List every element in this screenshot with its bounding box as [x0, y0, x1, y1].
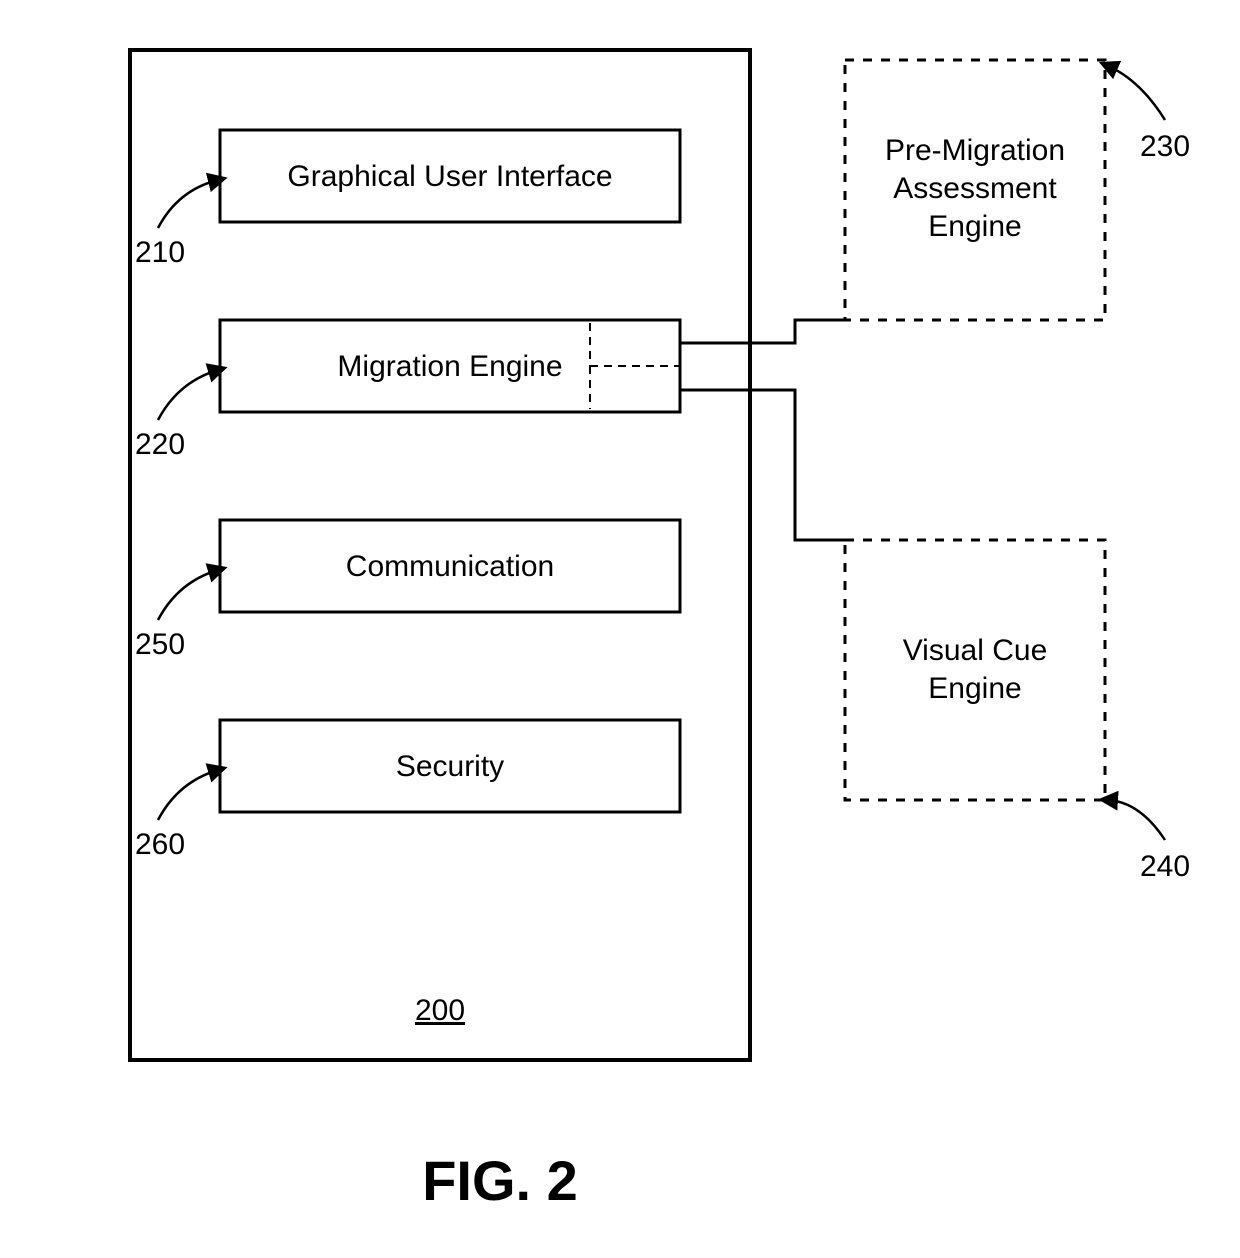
- security-label: Security: [396, 750, 504, 783]
- leader-260: [158, 770, 218, 820]
- visualcue-label-1: Visual Cue: [903, 634, 1048, 667]
- figure-caption: FIG. 2: [422, 1149, 578, 1212]
- leader-230: [1108, 66, 1165, 120]
- ref-230: 230: [1140, 130, 1190, 163]
- leader-240: [1108, 800, 1165, 840]
- ref-220: 220: [135, 428, 185, 461]
- leader-250: [158, 570, 218, 620]
- visualcue-label-2: Engine: [928, 672, 1021, 705]
- leader-210: [158, 180, 218, 228]
- leader-220: [158, 370, 218, 420]
- ref-260: 260: [135, 828, 185, 861]
- container-ref: 200: [415, 994, 465, 1027]
- migration-label: Migration Engine: [337, 350, 562, 383]
- connector-visualcue: [680, 390, 845, 540]
- ref-250: 250: [135, 628, 185, 661]
- figure-canvas: 200 Graphical User Interface Migration E…: [0, 0, 1240, 1258]
- premig-label-1: Pre-Migration: [885, 134, 1065, 167]
- premig-label-3: Engine: [928, 210, 1021, 243]
- visualcue-box: [845, 540, 1105, 800]
- ref-240: 240: [1140, 850, 1190, 883]
- comm-label: Communication: [346, 550, 554, 583]
- gui-label: Graphical User Interface: [287, 160, 612, 193]
- ref-210: 210: [135, 236, 185, 269]
- premig-label-2: Assessment: [893, 172, 1057, 205]
- connector-premig: [680, 320, 845, 343]
